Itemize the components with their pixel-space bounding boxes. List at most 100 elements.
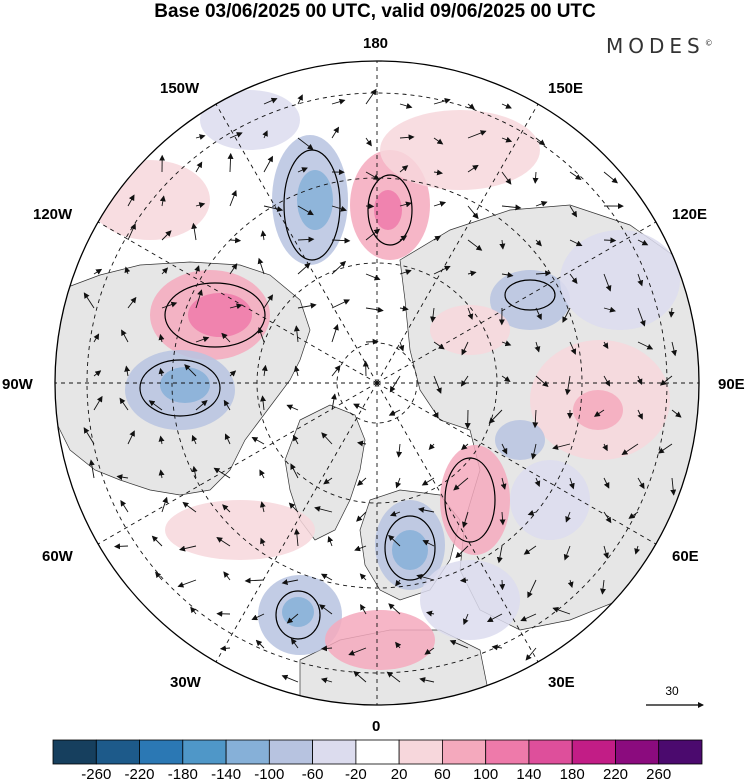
wind-vector [388, 534, 401, 547]
colorbar-swatch [95, 739, 141, 765]
wind-vector [659, 375, 673, 386]
wind-vector [422, 540, 435, 547]
anomaly-blob [282, 597, 314, 627]
brand-mark: © [704, 38, 713, 48]
colorbar-tick-label: 100 [473, 766, 499, 783]
wind-vector [569, 239, 583, 247]
wind-vector [501, 171, 512, 185]
wind-vector [83, 292, 95, 309]
wind-vector [182, 501, 197, 513]
wind-vector [569, 341, 577, 355]
anomaly-blob [374, 190, 402, 230]
wind-vector [229, 303, 243, 310]
wind-vector [357, 477, 367, 486]
wind-vector [288, 502, 299, 513]
wind-vector [195, 134, 206, 140]
wind-vector [127, 223, 136, 241]
wind-vector [671, 341, 677, 357]
wind-vector [453, 477, 469, 491]
lon-label-150e: 150E [548, 80, 584, 97]
wind-vector [488, 409, 503, 424]
wind-vector [525, 647, 537, 661]
wind-vector [257, 257, 265, 275]
wind-vector [449, 639, 469, 649]
colorbar-tick-label: -180 [167, 766, 198, 783]
wind-vector [395, 477, 402, 489]
wind-vector [251, 613, 265, 621]
colorbar-swatch [485, 739, 530, 765]
wind-vector [184, 364, 197, 377]
wind-vector [365, 137, 372, 147]
wind-vector [179, 545, 197, 552]
meridian-line [376, 382, 543, 670]
wind-vector [195, 336, 210, 343]
wind-vector [433, 341, 445, 350]
wind-vector [460, 375, 469, 387]
wind-vector [496, 545, 503, 564]
wind-vector [365, 171, 380, 180]
wind-vector [535, 307, 542, 321]
wind-vector [161, 230, 172, 241]
wind-vector [637, 409, 643, 420]
wind-vector [534, 477, 541, 488]
anomaly-blob [380, 110, 540, 190]
wind-vector [348, 647, 367, 656]
contour-line [384, 515, 436, 581]
lon-label-30e: 30E [548, 674, 575, 691]
wind-vector [331, 126, 340, 139]
wind-vector [399, 201, 412, 208]
wind-vector [227, 152, 234, 173]
wind-vector [621, 443, 639, 456]
wind-vector [331, 205, 347, 212]
wind-vector [365, 228, 381, 241]
anomaly-blob [573, 390, 623, 430]
wind-vector [293, 325, 300, 343]
wind-vector [433, 98, 451, 105]
wind-vector [320, 573, 333, 581]
wind-vector [116, 474, 129, 481]
anomaly-blob [420, 560, 520, 640]
colorbar-swatch [139, 739, 184, 765]
wind-vector [359, 573, 367, 581]
wind-vector [161, 267, 169, 275]
wind-vector [552, 443, 571, 450]
wind-vector [327, 535, 334, 547]
wind-vector [569, 205, 578, 218]
wind-vector [501, 375, 511, 382]
colorbar-tick-label: 260 [646, 766, 672, 783]
map-title: Base 03/06/2025 00 UTC, valid 09/06/2025… [154, 1, 596, 22]
wind-vector [603, 511, 612, 524]
wind-vector [552, 607, 571, 615]
wind-vector [637, 273, 644, 287]
contour-line [504, 279, 556, 311]
contour-line [164, 282, 266, 348]
wind-vector [259, 469, 265, 479]
meridian-line [376, 96, 543, 384]
wind-vector [263, 155, 273, 173]
wind-vector [388, 409, 401, 416]
lon-label-60w: 60W [42, 548, 73, 565]
wind-vector [191, 434, 198, 445]
wind-vector [221, 332, 231, 343]
wind-vector [569, 171, 582, 180]
map-boundary [54, 60, 700, 706]
wind-vector [158, 333, 165, 343]
wind-vector [195, 289, 203, 309]
wind-vector [398, 341, 405, 352]
wind-vector [292, 434, 299, 445]
wind-vector [263, 294, 274, 309]
wind-vector [603, 171, 618, 184]
colorbar-tick-label: -260 [81, 766, 112, 783]
colorbar-tick-label: 220 [602, 766, 629, 783]
wind-vector [121, 329, 129, 343]
wind-vector [602, 341, 609, 350]
wind-vector [158, 435, 165, 445]
wind-vector [532, 171, 539, 184]
wind-vector [486, 613, 503, 622]
wind-vector [93, 268, 103, 275]
wind-vectors [83, 88, 682, 684]
meridian-line [376, 217, 664, 384]
lon-label-180: 180 [363, 35, 389, 52]
wind-vector [535, 375, 549, 388]
wind-vector [388, 603, 401, 615]
